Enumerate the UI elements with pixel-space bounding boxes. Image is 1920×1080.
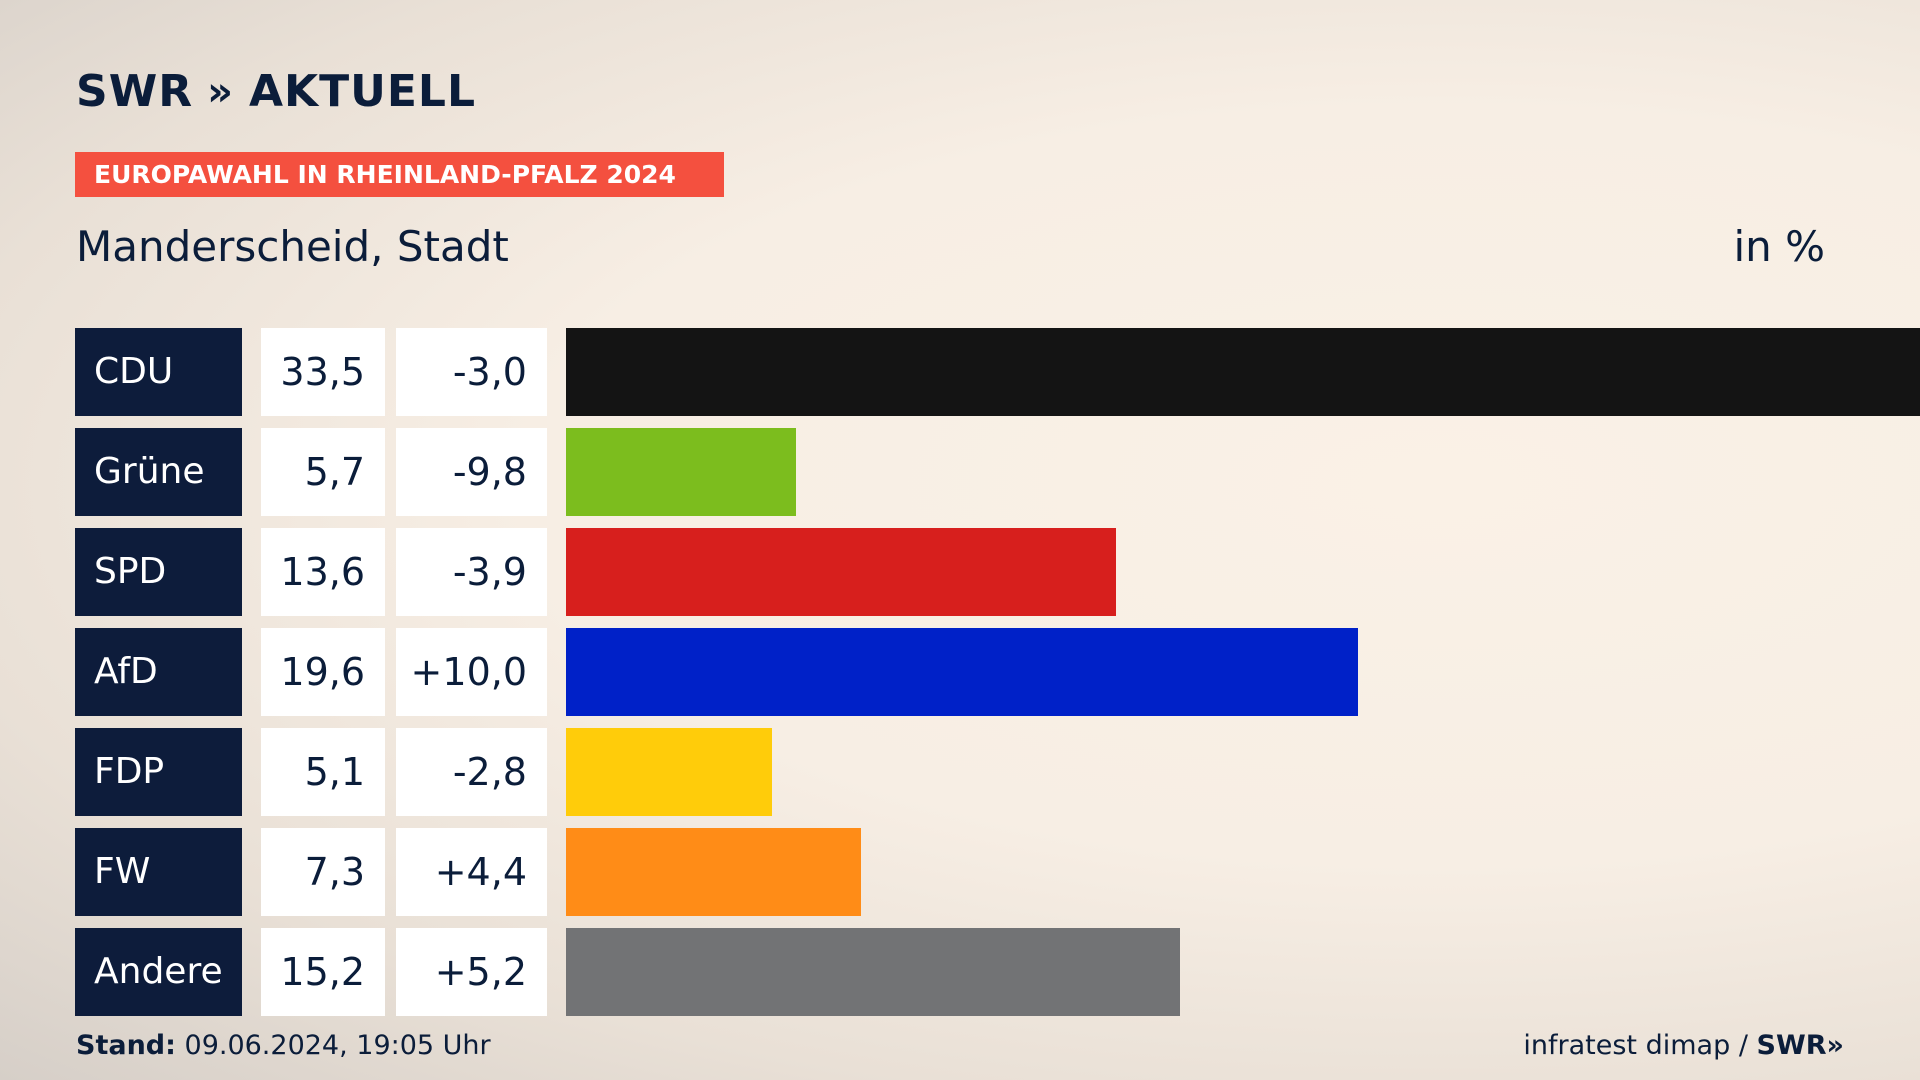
timestamp: Stand: 09.06.2024, 19:05 Uhr <box>76 1030 491 1061</box>
unit-label: in % <box>1733 222 1825 271</box>
place-title: Manderscheid, Stadt <box>76 222 509 271</box>
party-label: Andere <box>75 928 242 1016</box>
result-row: AfD 19,6 +10,0 <box>75 628 1845 716</box>
result-row: Andere 15,2 +5,2 <box>75 928 1845 1016</box>
source-credit: infratest dimap / SWR» <box>1523 1030 1844 1061</box>
vote-change-value: +4,4 <box>396 828 547 916</box>
vote-share-value: 7,3 <box>261 828 385 916</box>
vote-share-value: 13,6 <box>261 528 385 616</box>
result-row: FW 7,3 +4,4 <box>75 828 1845 916</box>
vote-share-value: 5,1 <box>261 728 385 816</box>
party-label: Grüne <box>75 428 242 516</box>
vote-share-bar <box>566 628 1358 716</box>
vote-share-bar <box>566 328 1920 416</box>
vote-share-value: 5,7 <box>261 428 385 516</box>
aktuell-logo-text: AKTUELL <box>248 66 476 117</box>
vote-share-bar <box>566 428 796 516</box>
vote-share-value: 33,5 <box>261 328 385 416</box>
result-row: CDU 33,5 -3,0 <box>75 328 1920 416</box>
double-chevron-icon: » <box>207 68 233 115</box>
stand-label: Stand: <box>76 1030 176 1061</box>
result-row: SPD 13,6 -3,9 <box>75 528 1845 616</box>
vote-share-bar <box>566 728 772 816</box>
party-label: FDP <box>75 728 242 816</box>
vote-change-value: -2,8 <box>396 728 547 816</box>
stand-value: 09.06.2024, 19:05 Uhr <box>184 1030 491 1061</box>
party-label: AfD <box>75 628 242 716</box>
result-row: Grüne 5,7 -9,8 <box>75 428 1845 516</box>
vote-share-bar <box>566 828 861 916</box>
source-separator: / <box>1738 1030 1748 1061</box>
vote-share-bar <box>566 928 1180 1016</box>
vote-share-value: 15,2 <box>261 928 385 1016</box>
vote-change-value: +5,2 <box>396 928 547 1016</box>
swr-small-logo: SWR» <box>1756 1030 1844 1061</box>
vote-share-bar <box>566 528 1116 616</box>
vote-change-value: -9,8 <box>396 428 547 516</box>
vote-share-value: 19,6 <box>261 628 385 716</box>
vote-change-value: +10,0 <box>396 628 547 716</box>
swr-aktuell-logo: SWR » AKTUELL <box>76 66 476 117</box>
swr-logo-text: SWR <box>76 66 194 117</box>
vote-change-value: -3,9 <box>396 528 547 616</box>
election-banner: EUROPAWAHL IN RHEINLAND-PFALZ 2024 <box>75 152 724 197</box>
party-label: FW <box>75 828 242 916</box>
result-row: FDP 5,1 -2,8 <box>75 728 1845 816</box>
party-label: SPD <box>75 528 242 616</box>
party-label: CDU <box>75 328 242 416</box>
source-name: infratest dimap <box>1523 1030 1731 1061</box>
vote-change-value: -3,0 <box>396 328 547 416</box>
